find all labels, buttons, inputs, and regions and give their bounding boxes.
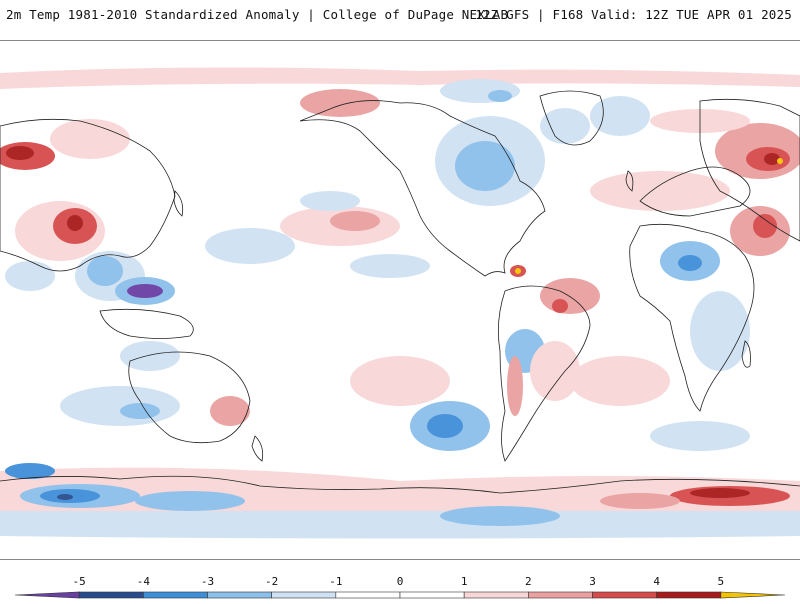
anomaly-patch: [590, 96, 650, 136]
anomaly-patch: [690, 488, 750, 498]
colorbar-bin: [335, 591, 401, 599]
anomaly-patch: [552, 299, 568, 313]
anomaly-patch: [87, 256, 123, 286]
colorbar-bin: [207, 591, 272, 599]
australia-outline: [128, 351, 251, 444]
indonesia-outline: [99, 308, 194, 339]
japan-outline: [173, 190, 184, 217]
africa-outline: [629, 223, 755, 412]
anomaly-patch: [455, 141, 515, 191]
colorbar-tick-label: 3: [589, 575, 596, 588]
anomaly-patch: [777, 158, 783, 164]
anomaly-patch: [0, 511, 800, 539]
colorbar-tick-label: 2: [525, 575, 532, 588]
anomaly-map-canvas: [0, 67, 800, 539]
asia-east-outline: [699, 98, 800, 242]
colorbar-tick-label: -2: [265, 575, 278, 588]
greenland-outline: [539, 90, 604, 146]
colorbar-bin: [399, 591, 465, 599]
anomaly-map: [0, 40, 800, 560]
colorbar-tick-label: 1: [461, 575, 468, 588]
antarctica-outline: [0, 475, 800, 494]
colorbar-legend: -5 -4 -3 -2 -1 0 1 2 3 4 5: [0, 570, 800, 600]
colorbar-bin: [143, 591, 208, 599]
colorbar-bin: [78, 591, 144, 599]
anomaly-patch: [60, 386, 180, 426]
anomaly-patch: [127, 284, 163, 298]
uk-outline: [625, 170, 634, 192]
colorbar-tick-label: 4: [653, 575, 660, 588]
anomaly-patch: [540, 278, 600, 314]
south-america-outline: [497, 285, 591, 462]
colorbar-bin: [720, 591, 786, 599]
anomaly-patch: [678, 255, 702, 271]
colorbar-tick-labels: -5 -4 -3 -2 -1 0 1 2 3 4 5: [73, 575, 725, 588]
map-header: 2m Temp 1981-2010 Standardized Anomaly |…: [0, 0, 800, 30]
anomaly-patch: [120, 341, 180, 371]
colorbar-tick-label: -5: [73, 575, 86, 588]
anomaly-patch: [488, 90, 512, 102]
anomaly-patch: [6, 146, 34, 160]
colorbar-tick-label: -3: [201, 575, 214, 588]
anomaly-patch: [530, 341, 580, 401]
anomaly-patch: [120, 403, 160, 419]
madagascar-outline: [741, 340, 751, 368]
anomaly-patch: [205, 228, 295, 264]
anomaly-patch: [690, 291, 750, 371]
anomaly-patch: [330, 211, 380, 231]
anomaly-patch: [5, 463, 55, 479]
anomaly-patch: [67, 215, 83, 231]
anomaly-patch: [300, 89, 380, 117]
colorbar-tick-label: -4: [137, 575, 151, 588]
anomaly-patch: [515, 268, 521, 274]
colorbar-tick-label: 0: [397, 575, 404, 588]
colorbar-bin: [592, 591, 657, 599]
anomaly-patch: [540, 108, 590, 144]
anomaly-patch: [57, 494, 73, 500]
anomaly-patch: [135, 491, 245, 511]
anomaly-patch: [427, 414, 463, 438]
model-valid-time: 12Z GFS | F168 Valid: 12Z TUE APR 01 202…: [475, 7, 792, 22]
anomaly-patch: [753, 214, 777, 238]
colorbar-bin: [14, 591, 80, 599]
anomaly-patch: [650, 421, 750, 451]
anomaly-patch: [600, 493, 680, 509]
colorbar-bins: [14, 591, 786, 599]
anomaly-patch: [764, 153, 780, 165]
anomaly-patch: [350, 356, 450, 406]
north-america-outline: [299, 100, 546, 277]
colorbar-bin: [271, 591, 337, 599]
colorbar-bin: [656, 591, 722, 599]
anomaly-patch: [507, 356, 523, 416]
anomaly-patch: [50, 119, 130, 159]
new-zealand-outline: [251, 435, 264, 462]
anomaly-patch: [590, 171, 730, 211]
coastlines: [0, 90, 800, 494]
colorbar-tick-label: 5: [718, 575, 725, 588]
product-title: 2m Temp 1981-2010 Standardized Anomaly |…: [6, 7, 509, 22]
europe-outline: [639, 166, 751, 217]
colorbar-bin: [463, 591, 529, 599]
anomaly-patch: [440, 506, 560, 526]
anomaly-patch: [0, 67, 800, 89]
anomaly-patch: [5, 261, 55, 291]
colorbar-bin: [528, 591, 593, 599]
anomaly-patch: [350, 254, 430, 278]
anomaly-patch: [570, 356, 670, 406]
anomaly-patch: [300, 191, 360, 211]
anomaly-shading: [0, 67, 800, 539]
colorbar-tick-label: -1: [329, 575, 342, 588]
anomaly-patch: [210, 396, 250, 426]
asia-outline: [0, 118, 176, 272]
